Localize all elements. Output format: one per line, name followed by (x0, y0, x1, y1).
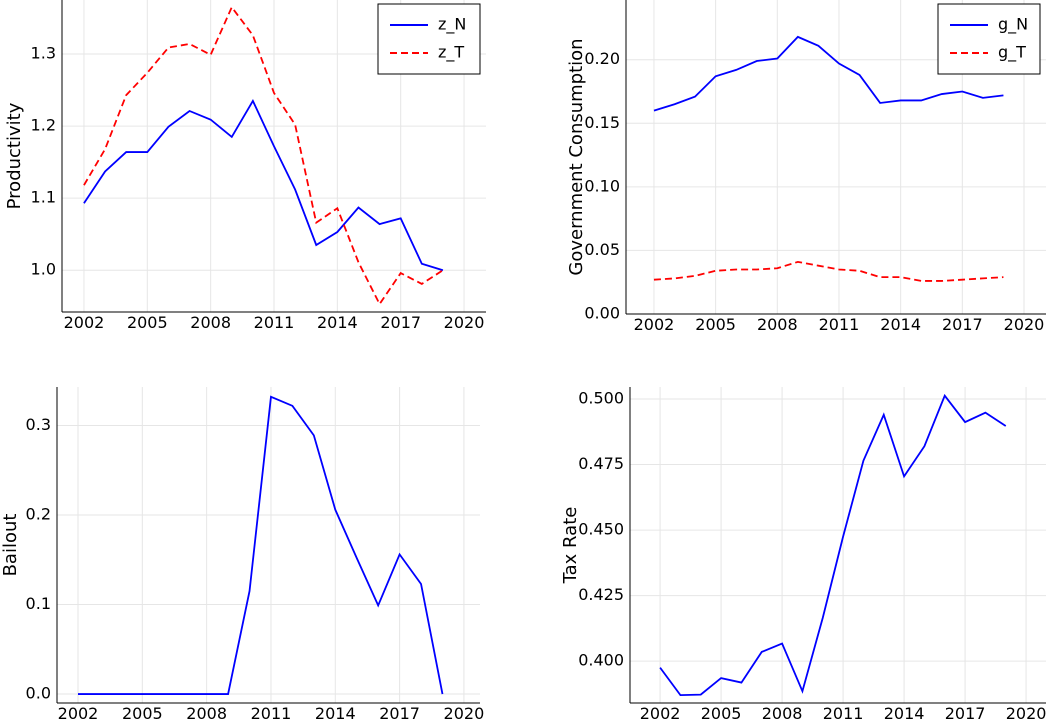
series-line (659, 393, 1007, 697)
y-axis-label: Government Consumption (566, 38, 587, 275)
y-tick-label: 0.500 (578, 389, 624, 408)
y-tick-label: 0.20 (584, 49, 620, 68)
y-tick-label: 0.1 (26, 594, 51, 613)
legend: z_N z_T (377, 3, 481, 75)
x-tick-label: 2005 (695, 315, 736, 334)
x-tick-label: 2005 (122, 704, 163, 723)
legend-label: g_T (998, 43, 1026, 63)
x-tick-label: 2020 (1006, 704, 1047, 723)
x-tick-label: 2008 (190, 313, 231, 332)
y-tick-label: 0.0 (26, 684, 51, 703)
y-tick-label: 1.2 (31, 116, 56, 135)
y-tick-label: 1.3 (31, 44, 56, 63)
x-tick-label: 2011 (823, 704, 864, 723)
series-line (83, 98, 444, 272)
y-tick-label: 0.475 (578, 454, 624, 473)
subplot: 0.00 0.05 0.10 0.15 0.20 2002 2005 2008 2011 2014… (566, 0, 1046, 334)
x-tick-label: 2005 (127, 313, 168, 332)
y-tick-label: 0.2 (26, 505, 51, 524)
y-tick-label: 0.10 (584, 176, 620, 195)
x-tick-label: 2017 (380, 313, 421, 332)
x-tick-label: 2005 (701, 704, 742, 723)
x-tick-label: 2008 (762, 704, 803, 723)
y-tick-label: 0.00 (584, 304, 620, 323)
x-tick-label: 2017 (945, 704, 986, 723)
y-tick-label: 0.3 (26, 415, 51, 434)
y-axis-label: Productivity (4, 102, 25, 209)
y-axis-label: Tax Rate (560, 507, 581, 585)
y-tick-label: 1.0 (31, 260, 56, 279)
x-tick-label: 2020 (1004, 315, 1045, 334)
x-tick-label: 2011 (251, 704, 292, 723)
x-tick-label: 2020 (444, 313, 485, 332)
x-tick-label: 2014 (315, 704, 356, 723)
x-tick-label: 2002 (58, 704, 99, 723)
x-tick-label: 2008 (757, 315, 798, 334)
x-tick-label: 2014 (317, 313, 358, 332)
x-tick-label: 2017 (379, 704, 420, 723)
subplot: 0.0 0.1 0.2 0.3 2002 2005 2008 2011 2014 2017 2020… (0, 387, 484, 723)
x-tick-label: 2002 (640, 704, 681, 723)
x-tick-label: 2002 (634, 315, 675, 334)
x-tick-label: 2011 (819, 315, 860, 334)
series-line (83, 5, 444, 306)
x-tick-label: 2014 (880, 315, 921, 334)
y-tick-label: 0.450 (578, 520, 624, 539)
y-tick-label: 1.1 (31, 188, 56, 207)
y-axis-label: Bailout (0, 514, 21, 577)
legend-box (937, 3, 1041, 75)
subplot: 1.0 1.1 1.2 1.3 2002 2005 2008 2011 2014 2017 2020… (4, 0, 486, 332)
x-tick-label: 2011 (254, 313, 295, 332)
series-line (78, 395, 444, 695)
x-tick-label: 2002 (64, 313, 105, 332)
legend-label: z_T (438, 43, 464, 63)
legend-label: z_N (438, 15, 466, 35)
series-line (653, 260, 1004, 282)
y-tick-label: 0.05 (584, 240, 620, 259)
x-tick-label: 2014 (884, 704, 925, 723)
x-tick-label: 2020 (444, 704, 485, 723)
y-tick-label: 0.425 (578, 585, 624, 604)
x-tick-label: 2008 (186, 704, 227, 723)
y-tick-label: 0.400 (578, 651, 624, 670)
subplot: 0.400 0.425 0.450 0.475 0.500 2002 2005 2008 201… (560, 387, 1046, 723)
legend: g_N g_T (937, 3, 1041, 75)
legend-box (377, 3, 481, 75)
series-line (653, 35, 1004, 112)
y-tick-label: 0.15 (584, 113, 620, 132)
legend-label: g_N (998, 15, 1028, 35)
x-tick-label: 2017 (942, 315, 983, 334)
